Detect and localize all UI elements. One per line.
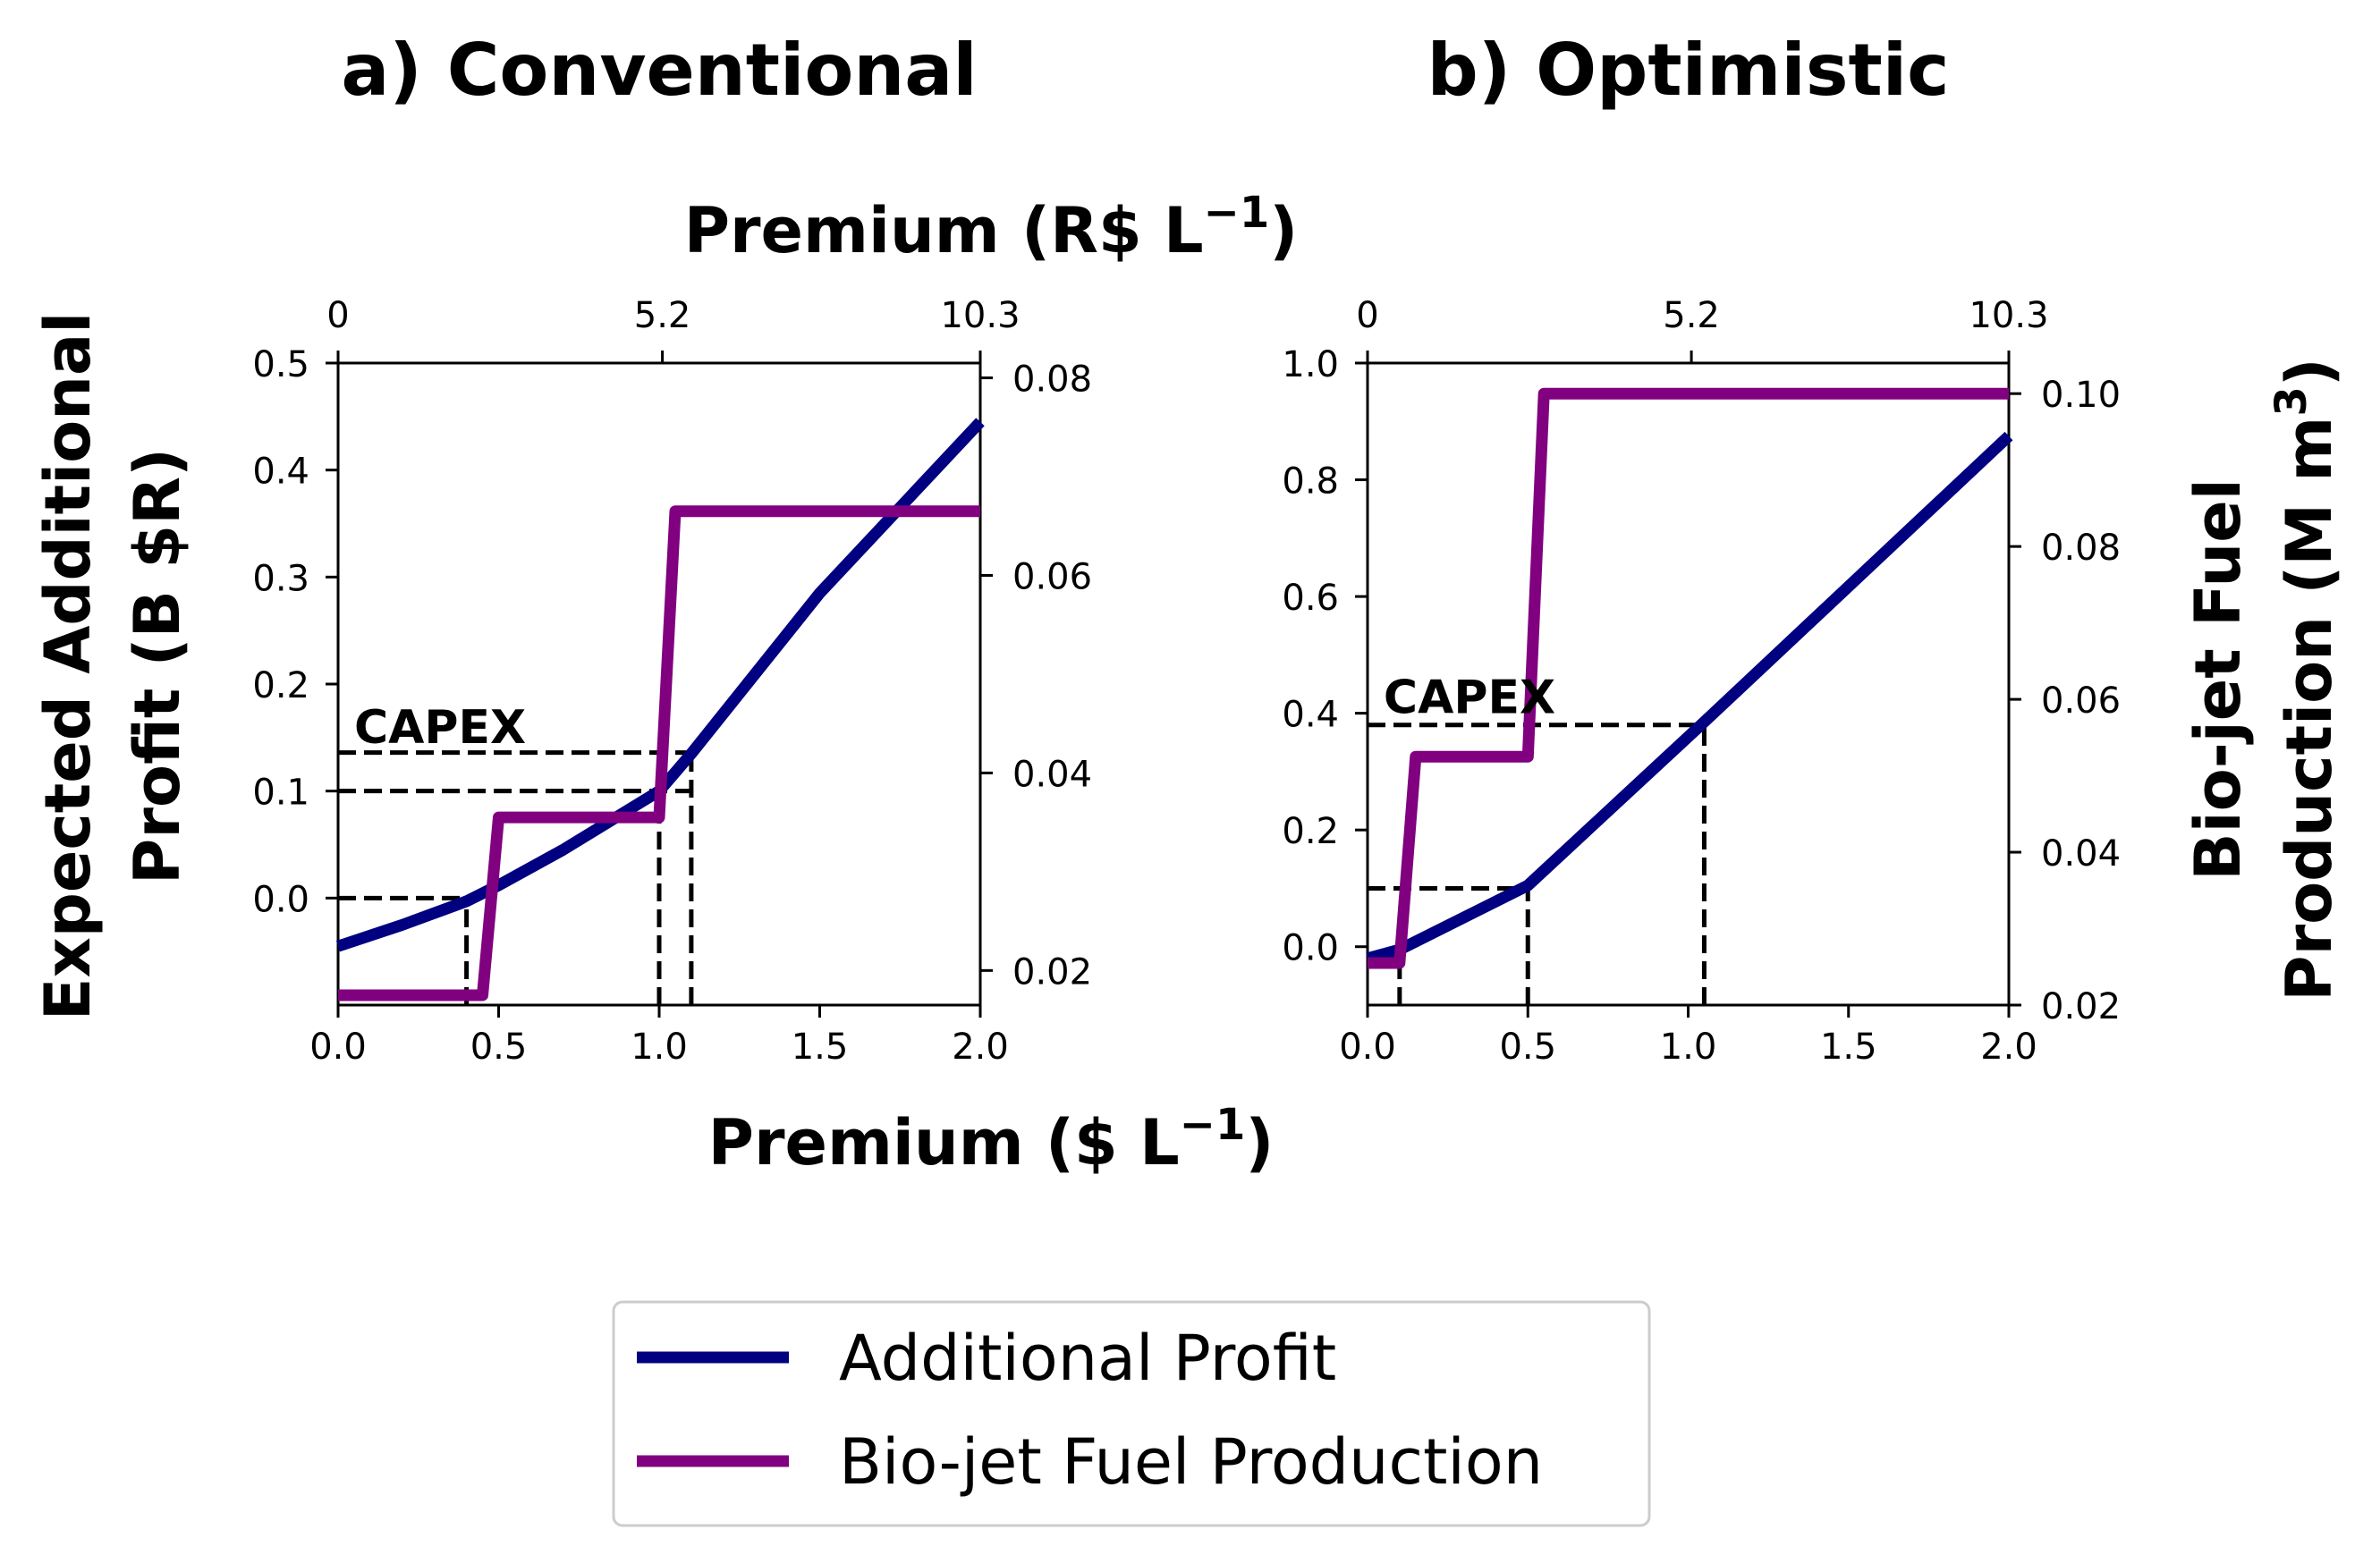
panel-a-x-tick-label-1: 0.5 (470, 1027, 528, 1068)
panel-b-title: b) Optimistic (1427, 29, 1949, 112)
panel-b-y-left-tick-label-2: 0.4 (1282, 695, 1339, 736)
panel-a-y-left-tick-label-0: 0.0 (252, 879, 309, 920)
panel-a-y-left-tick-label-3: 0.3 (252, 558, 309, 599)
panel-b-top-tick-label-0: 0 (1356, 295, 1378, 336)
panel-a-series-bio-jet-fuel-production (338, 505, 980, 1001)
panel-b-x-tick-label-4: 2.0 (1980, 1027, 2037, 1068)
legend-label-bio-jet-fuel-production: Bio-jet Fuel Production (839, 1425, 1543, 1499)
bottom-x-axis-label-sup: −1 (1180, 1100, 1246, 1150)
top-x-axis-label-text: Premium (R$ L (684, 194, 1204, 267)
legend: Additional Profit Bio-jet Fuel Productio… (612, 1300, 1651, 1527)
panel-b-x-tick-label-2: 1.0 (1660, 1027, 1717, 1068)
panel-b-y-left-tick-label-1: 0.2 (1282, 811, 1339, 852)
panel-a: a) Conventional CAPEX 0.0 0.5 1.0 1.5 2.0 0 5.2 1… (252, 29, 1092, 1068)
panel-b-series-bio-jet-fuel-production (1368, 387, 2009, 969)
panel-b-top-tick-label-2: 10.3 (1969, 295, 2048, 336)
right-y-axis-label-line2-text: Production (M m (2273, 417, 2346, 1001)
panel-a-x-tick-label-0: 0.0 (309, 1027, 367, 1068)
panel-b-y-right-tick-label-4: 0.10 (2041, 375, 2121, 416)
top-x-axis-label: Premium (R$ L−1) (684, 188, 1299, 267)
legend-label-additional-profit: Additional Profit (839, 1322, 1336, 1395)
panel-b-y-left-tick-label-5: 1.0 (1282, 344, 1339, 385)
panel-a-y-right-tick-label-2: 0.06 (1012, 556, 1092, 597)
panel-a-top-tick-label-2: 10.3 (940, 295, 1020, 336)
panel-a-top-tick-label-0: 0 (326, 295, 349, 336)
panel-b-top-tick-label-1: 5.2 (1663, 295, 1720, 336)
panel-b: b) Optimistic CAPEX 0.0 0.5 1.0 1.5 2.0 0 5.2 10.… (1282, 29, 2121, 1068)
panel-a-x-tick-label-3: 1.5 (792, 1027, 849, 1068)
panel-a-top-tick-label-1: 5.2 (634, 295, 691, 336)
bottom-x-axis-label-close: ) (1245, 1106, 1274, 1179)
panel-b-y-left-tick-label-3: 0.6 (1282, 578, 1339, 619)
panel-b-y-left-tick-label-4: 0.8 (1282, 461, 1339, 503)
panel-b-y-right-tick-label-2: 0.06 (2041, 680, 2121, 722)
right-y-axis-label: Bio-jet Fuel Production (M m3) (2181, 358, 2346, 1001)
panel-a-y-left-tick-label-1: 0.1 (252, 773, 309, 814)
panel-a-y-left-tick-label-5: 0.5 (252, 344, 309, 385)
left-y-axis-label-line2: Profit (B $R) (121, 448, 194, 884)
panel-b-x-tick-label-3: 1.5 (1820, 1027, 1877, 1068)
panel-a-y-right-tick-label-1: 0.04 (1012, 754, 1092, 795)
bottom-x-axis-label-text: Premium ($ L (708, 1106, 1180, 1179)
panel-a-y-left-tick-label-4: 0.4 (252, 452, 309, 493)
panel-b-y-right-tick-label-3: 0.08 (2041, 528, 2121, 569)
panel-a-x-tick-label-2: 1.0 (631, 1027, 688, 1068)
panel-a-series-additional-profit (335, 418, 985, 952)
panel-b-series-additional-profit (1366, 431, 2013, 965)
panel-a-y-right-tick-label-0: 0.02 (1012, 951, 1092, 993)
panel-a-x-tick-label-4: 2.0 (952, 1027, 1009, 1068)
panel-b-y-left-tick-label-0: 0.0 (1282, 928, 1339, 969)
panel-a-title: a) Conventional (341, 29, 977, 112)
panel-b-annotation-capex: CAPEX (1384, 672, 1555, 725)
panel-a-annotation-capex: CAPEX (354, 701, 526, 755)
left-y-axis-label: Expected Additional Profit (B $R) (31, 312, 194, 1020)
right-y-axis-label-line2: Production (M m3) (2266, 358, 2346, 1001)
right-y-axis-label-line1: Bio-jet Fuel (2181, 478, 2255, 880)
legend-frame (612, 1300, 1651, 1527)
panel-a-y-left-tick-label-2: 0.2 (252, 665, 309, 706)
panel-b-x-tick-label-1: 0.5 (1499, 1027, 1556, 1068)
right-y-axis-label-sup: 3 (2266, 386, 2316, 416)
panel-b-x-tick-label-0: 0.0 (1339, 1027, 1396, 1068)
top-x-axis-label-sup: −1 (1204, 188, 1270, 238)
right-y-axis-label-close: ) (2273, 358, 2346, 386)
panel-b-y-right-tick-label-1: 0.04 (2041, 833, 2121, 875)
bottom-x-axis-label: Premium ($ L−1) (708, 1100, 1275, 1179)
left-y-axis-label-line1: Expected Additional (31, 312, 105, 1020)
top-x-axis-label-close: ) (1269, 194, 1298, 267)
panel-b-y-right-tick-label-0: 0.02 (2041, 986, 2121, 1027)
panel-a-y-right-tick-label-3: 0.08 (1012, 359, 1092, 401)
